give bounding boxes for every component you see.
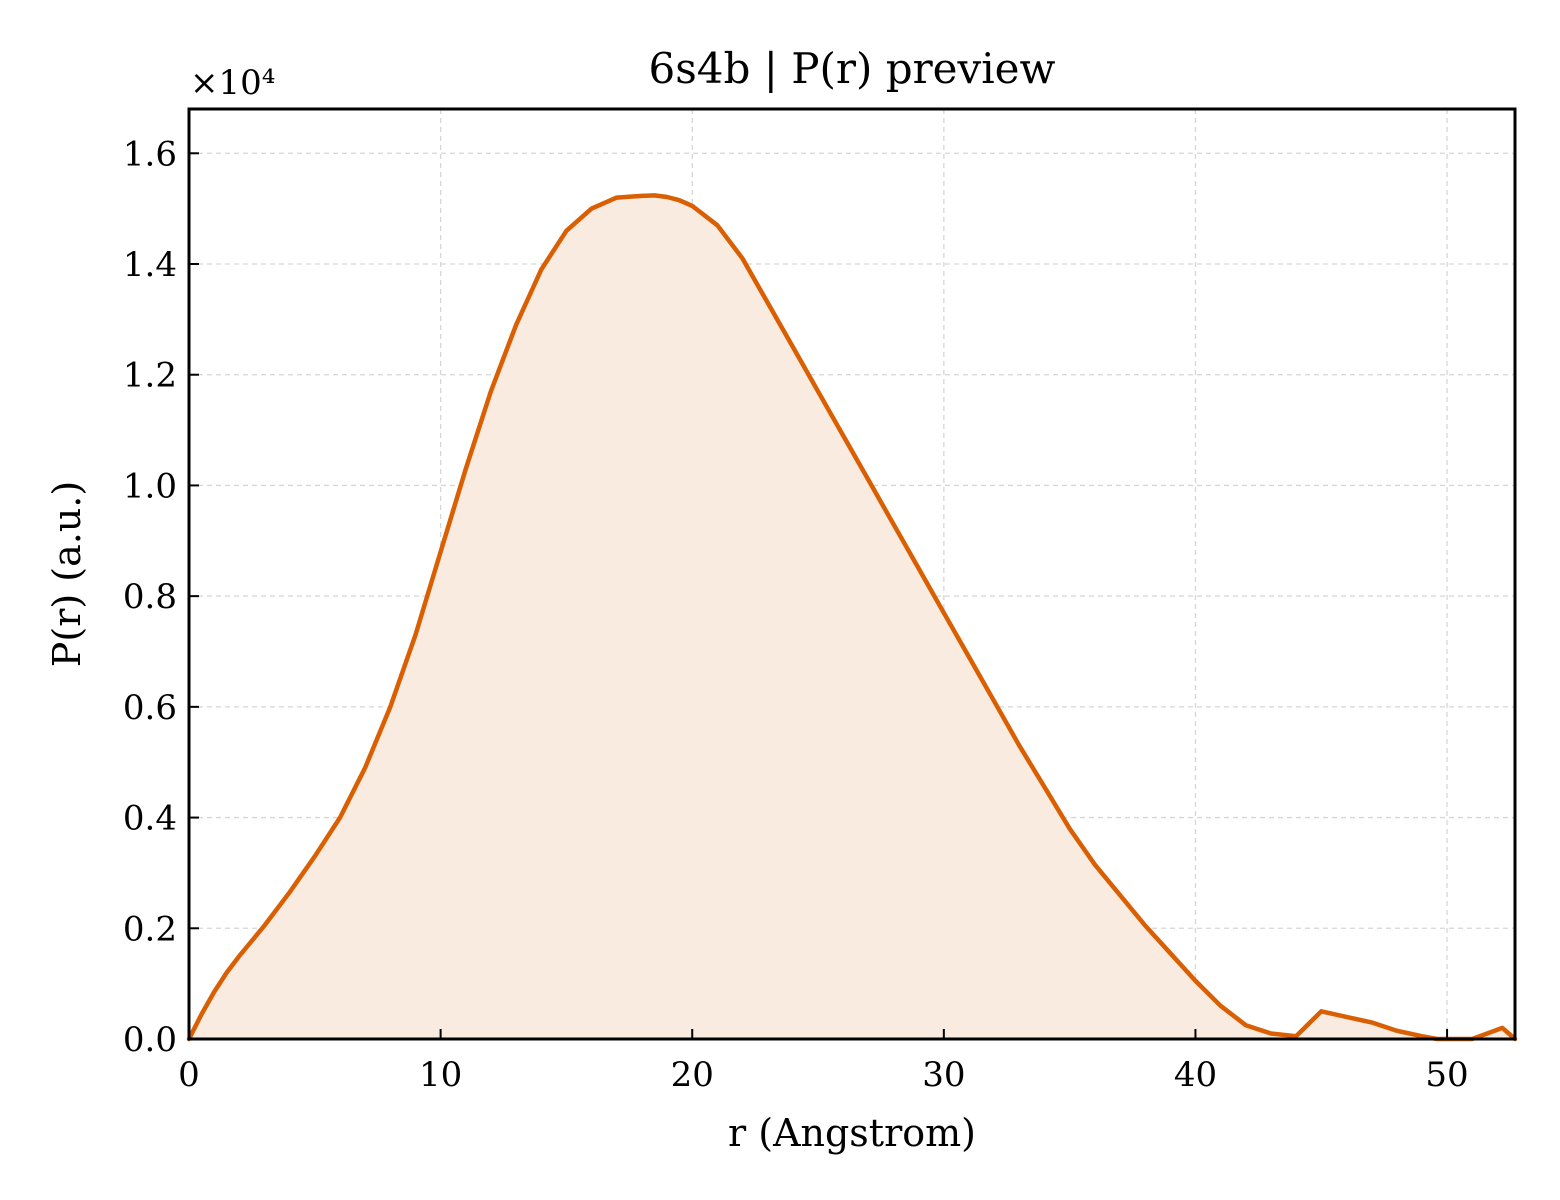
y-tick-label: 1.6 xyxy=(123,134,177,174)
x-tick-label: 40 xyxy=(1174,1055,1217,1095)
x-tick-label: 20 xyxy=(671,1055,714,1095)
y-tick-label: 0.0 xyxy=(123,1020,177,1060)
plot-area xyxy=(186,193,1518,1042)
x-tick-label: 30 xyxy=(922,1055,965,1095)
area-fill xyxy=(189,195,1515,1039)
plot-frame xyxy=(187,107,1517,1041)
axis-ticks: 0 10 20 30 40 50 0.0 0.2 0.4 0.6 0.8 1.0 1.2 1.4 1.6 xyxy=(123,134,1469,1095)
x-tick-label: 50 xyxy=(1425,1055,1468,1095)
y-tick-label: 0.4 xyxy=(123,799,177,839)
x-axis-label: r (Angstrom) xyxy=(728,1111,976,1155)
y-tick-label: 1.4 xyxy=(123,245,177,285)
y-tick-label: 1.0 xyxy=(123,466,177,506)
chart-title: 6s4b | P(r) preview xyxy=(649,44,1056,93)
y-axis-label: P(r) (a.u.) xyxy=(45,481,89,667)
y-tick-label: 0.2 xyxy=(123,909,177,949)
y-tick-label: 0.6 xyxy=(123,688,177,728)
y-tick-label: 0.8 xyxy=(123,577,177,617)
y-tick-label: 1.2 xyxy=(123,356,177,396)
series-line xyxy=(186,193,1518,1042)
x-tick-label: 10 xyxy=(419,1055,462,1095)
y-offset-label: ×10⁴ xyxy=(190,63,275,103)
x-tick-label: 0 xyxy=(178,1055,200,1095)
